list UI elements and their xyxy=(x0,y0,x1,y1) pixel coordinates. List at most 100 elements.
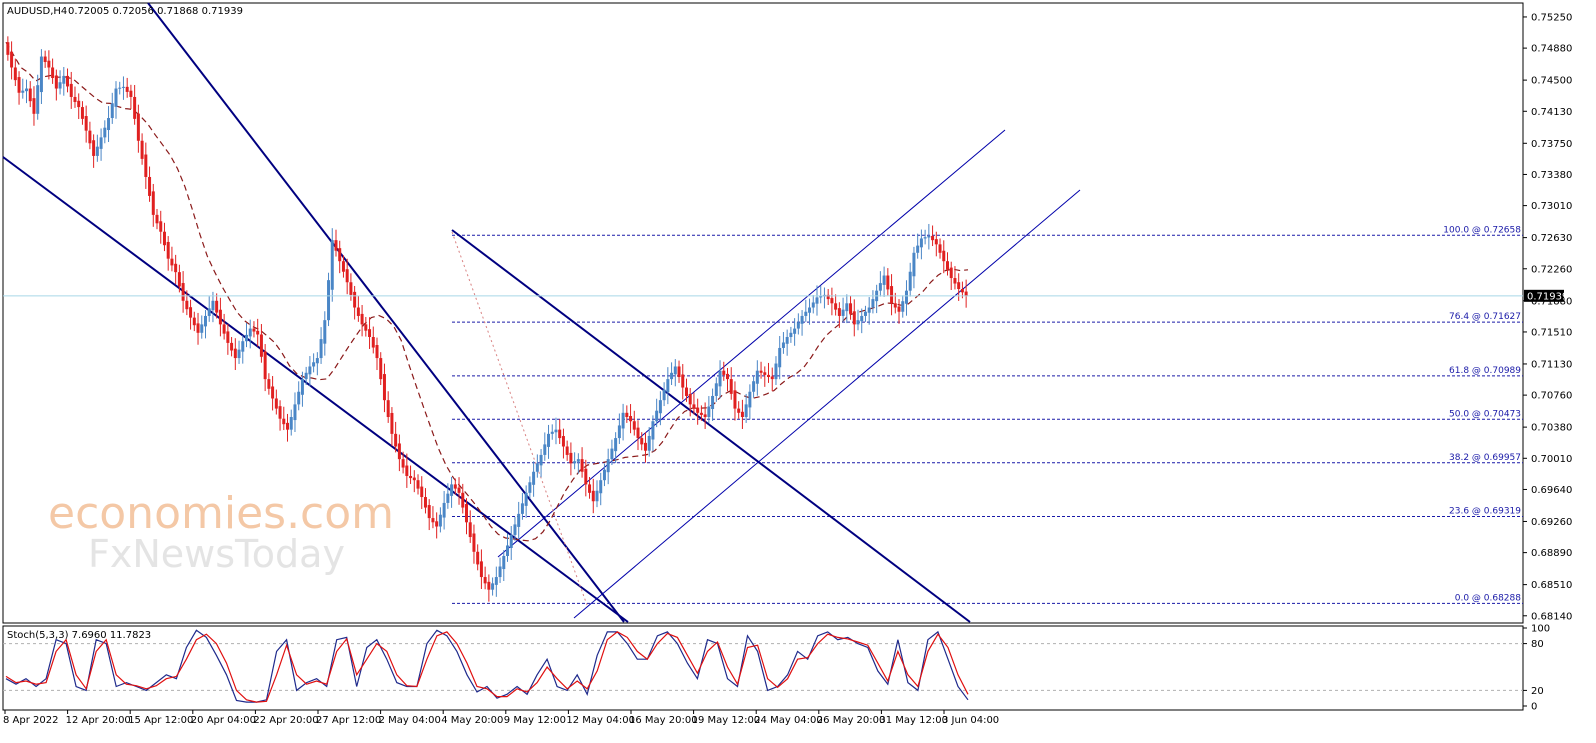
fib-level-label: 100.0 @ 0.72658 xyxy=(1443,225,1521,235)
ascending-channel-lower[interactable] xyxy=(573,189,1081,619)
candle xyxy=(192,311,196,332)
candle xyxy=(684,378,688,402)
candle xyxy=(368,317,372,349)
candle xyxy=(763,366,767,387)
price-axis: 0.75250 0.74880 0.74500 0.74130 0.73750 0.733… xyxy=(1523,12,1572,622)
fib-level-label: 76.4 @ 0.71627 xyxy=(1449,312,1521,322)
candle xyxy=(670,362,674,386)
candle xyxy=(263,344,267,392)
price-tick-label: 0.71510 xyxy=(1531,327,1572,338)
candle xyxy=(379,352,383,386)
candle xyxy=(450,476,454,508)
candle xyxy=(931,225,935,247)
candle xyxy=(580,447,584,478)
candle xyxy=(13,58,17,87)
candle xyxy=(479,549,483,590)
ascending-channel-upper[interactable] xyxy=(497,129,1006,558)
price-tick-label: 0.72260 xyxy=(1531,264,1572,275)
candle xyxy=(837,302,841,328)
candle xyxy=(222,313,226,340)
candle xyxy=(32,86,36,126)
candle xyxy=(464,498,468,535)
candle xyxy=(688,388,692,417)
price-tick-label: 0.70380 xyxy=(1531,423,1572,434)
stochastic-header: Stoch(5,3,3) 7.6960 11.7823 xyxy=(7,630,151,641)
candle xyxy=(442,490,446,530)
candle xyxy=(245,322,248,348)
candle xyxy=(748,384,752,420)
stoch-tick-label: 0 xyxy=(1531,702,1537,713)
candle xyxy=(655,398,659,428)
candle xyxy=(159,210,163,244)
stochastic-pane[interactable] xyxy=(2,625,1524,711)
candle xyxy=(28,81,32,108)
candle xyxy=(181,271,185,313)
candle xyxy=(733,381,737,421)
candle xyxy=(718,360,722,399)
candle xyxy=(640,432,644,451)
fibonacci-trendline[interactable] xyxy=(451,231,588,606)
stochastic-oscillator xyxy=(3,629,1523,703)
candle xyxy=(353,285,357,320)
candle xyxy=(860,308,864,334)
candle xyxy=(890,274,894,316)
moving-average xyxy=(5,41,969,542)
fibonacci-retracement[interactable]: 100.0 @ 0.72658 76.4 @ 0.71627 61.8 @ 0.70… xyxy=(452,225,1523,604)
candle xyxy=(476,544,480,571)
descending-channel-upper[interactable] xyxy=(147,2,625,623)
candle xyxy=(62,66,66,96)
candle xyxy=(420,476,424,509)
candle xyxy=(312,353,316,373)
candle xyxy=(364,316,368,337)
watermark-fxnewstoday: FxNewsToday xyxy=(88,532,345,576)
time-tick-label: 22 Apr 20:00 xyxy=(253,715,318,726)
candle xyxy=(423,488,427,514)
candle xyxy=(274,389,278,415)
candle xyxy=(852,299,856,337)
candle xyxy=(282,406,286,431)
candle xyxy=(345,258,349,295)
candle xyxy=(744,393,748,423)
time-tick-label: 2 May 04:00 xyxy=(379,715,441,726)
candle xyxy=(752,375,756,398)
candle xyxy=(51,58,55,84)
time-tick-label: 9 May 12:00 xyxy=(504,715,566,726)
candle xyxy=(696,398,700,425)
current-price-label: 0.71939 xyxy=(1527,291,1568,302)
candle xyxy=(215,293,219,319)
candle xyxy=(10,41,14,80)
candle xyxy=(662,382,666,407)
candle xyxy=(155,208,159,230)
price-tick-label: 0.70760 xyxy=(1531,391,1572,402)
time-tick-label: 4 May 20:00 xyxy=(441,715,503,726)
time-tick-label: 12 May 04:00 xyxy=(566,715,635,726)
candle xyxy=(39,49,43,105)
price-tick-label: 0.69260 xyxy=(1531,517,1572,528)
candle xyxy=(781,332,785,354)
stoch-tick-label: 20 xyxy=(1531,686,1544,697)
candle xyxy=(382,363,386,413)
candle xyxy=(151,183,155,227)
candle xyxy=(558,419,562,444)
candle xyxy=(483,566,487,590)
candle xyxy=(796,313,800,335)
candle xyxy=(953,266,957,290)
candle xyxy=(945,252,949,276)
candle xyxy=(315,352,319,376)
candlesticks xyxy=(6,36,968,602)
candle xyxy=(360,304,364,337)
descending-channel-lower[interactable] xyxy=(2,156,629,623)
candle xyxy=(293,392,297,433)
candle xyxy=(532,461,536,497)
main-price-pane[interactable] xyxy=(2,2,1524,624)
candle xyxy=(625,405,629,423)
candle xyxy=(114,81,118,119)
candle xyxy=(286,413,290,442)
candle xyxy=(543,432,547,461)
candle xyxy=(6,36,10,61)
time-tick-label: 16 May 20:00 xyxy=(629,715,698,726)
candle xyxy=(819,285,823,304)
candle xyxy=(174,254,178,285)
candle xyxy=(356,295,360,322)
